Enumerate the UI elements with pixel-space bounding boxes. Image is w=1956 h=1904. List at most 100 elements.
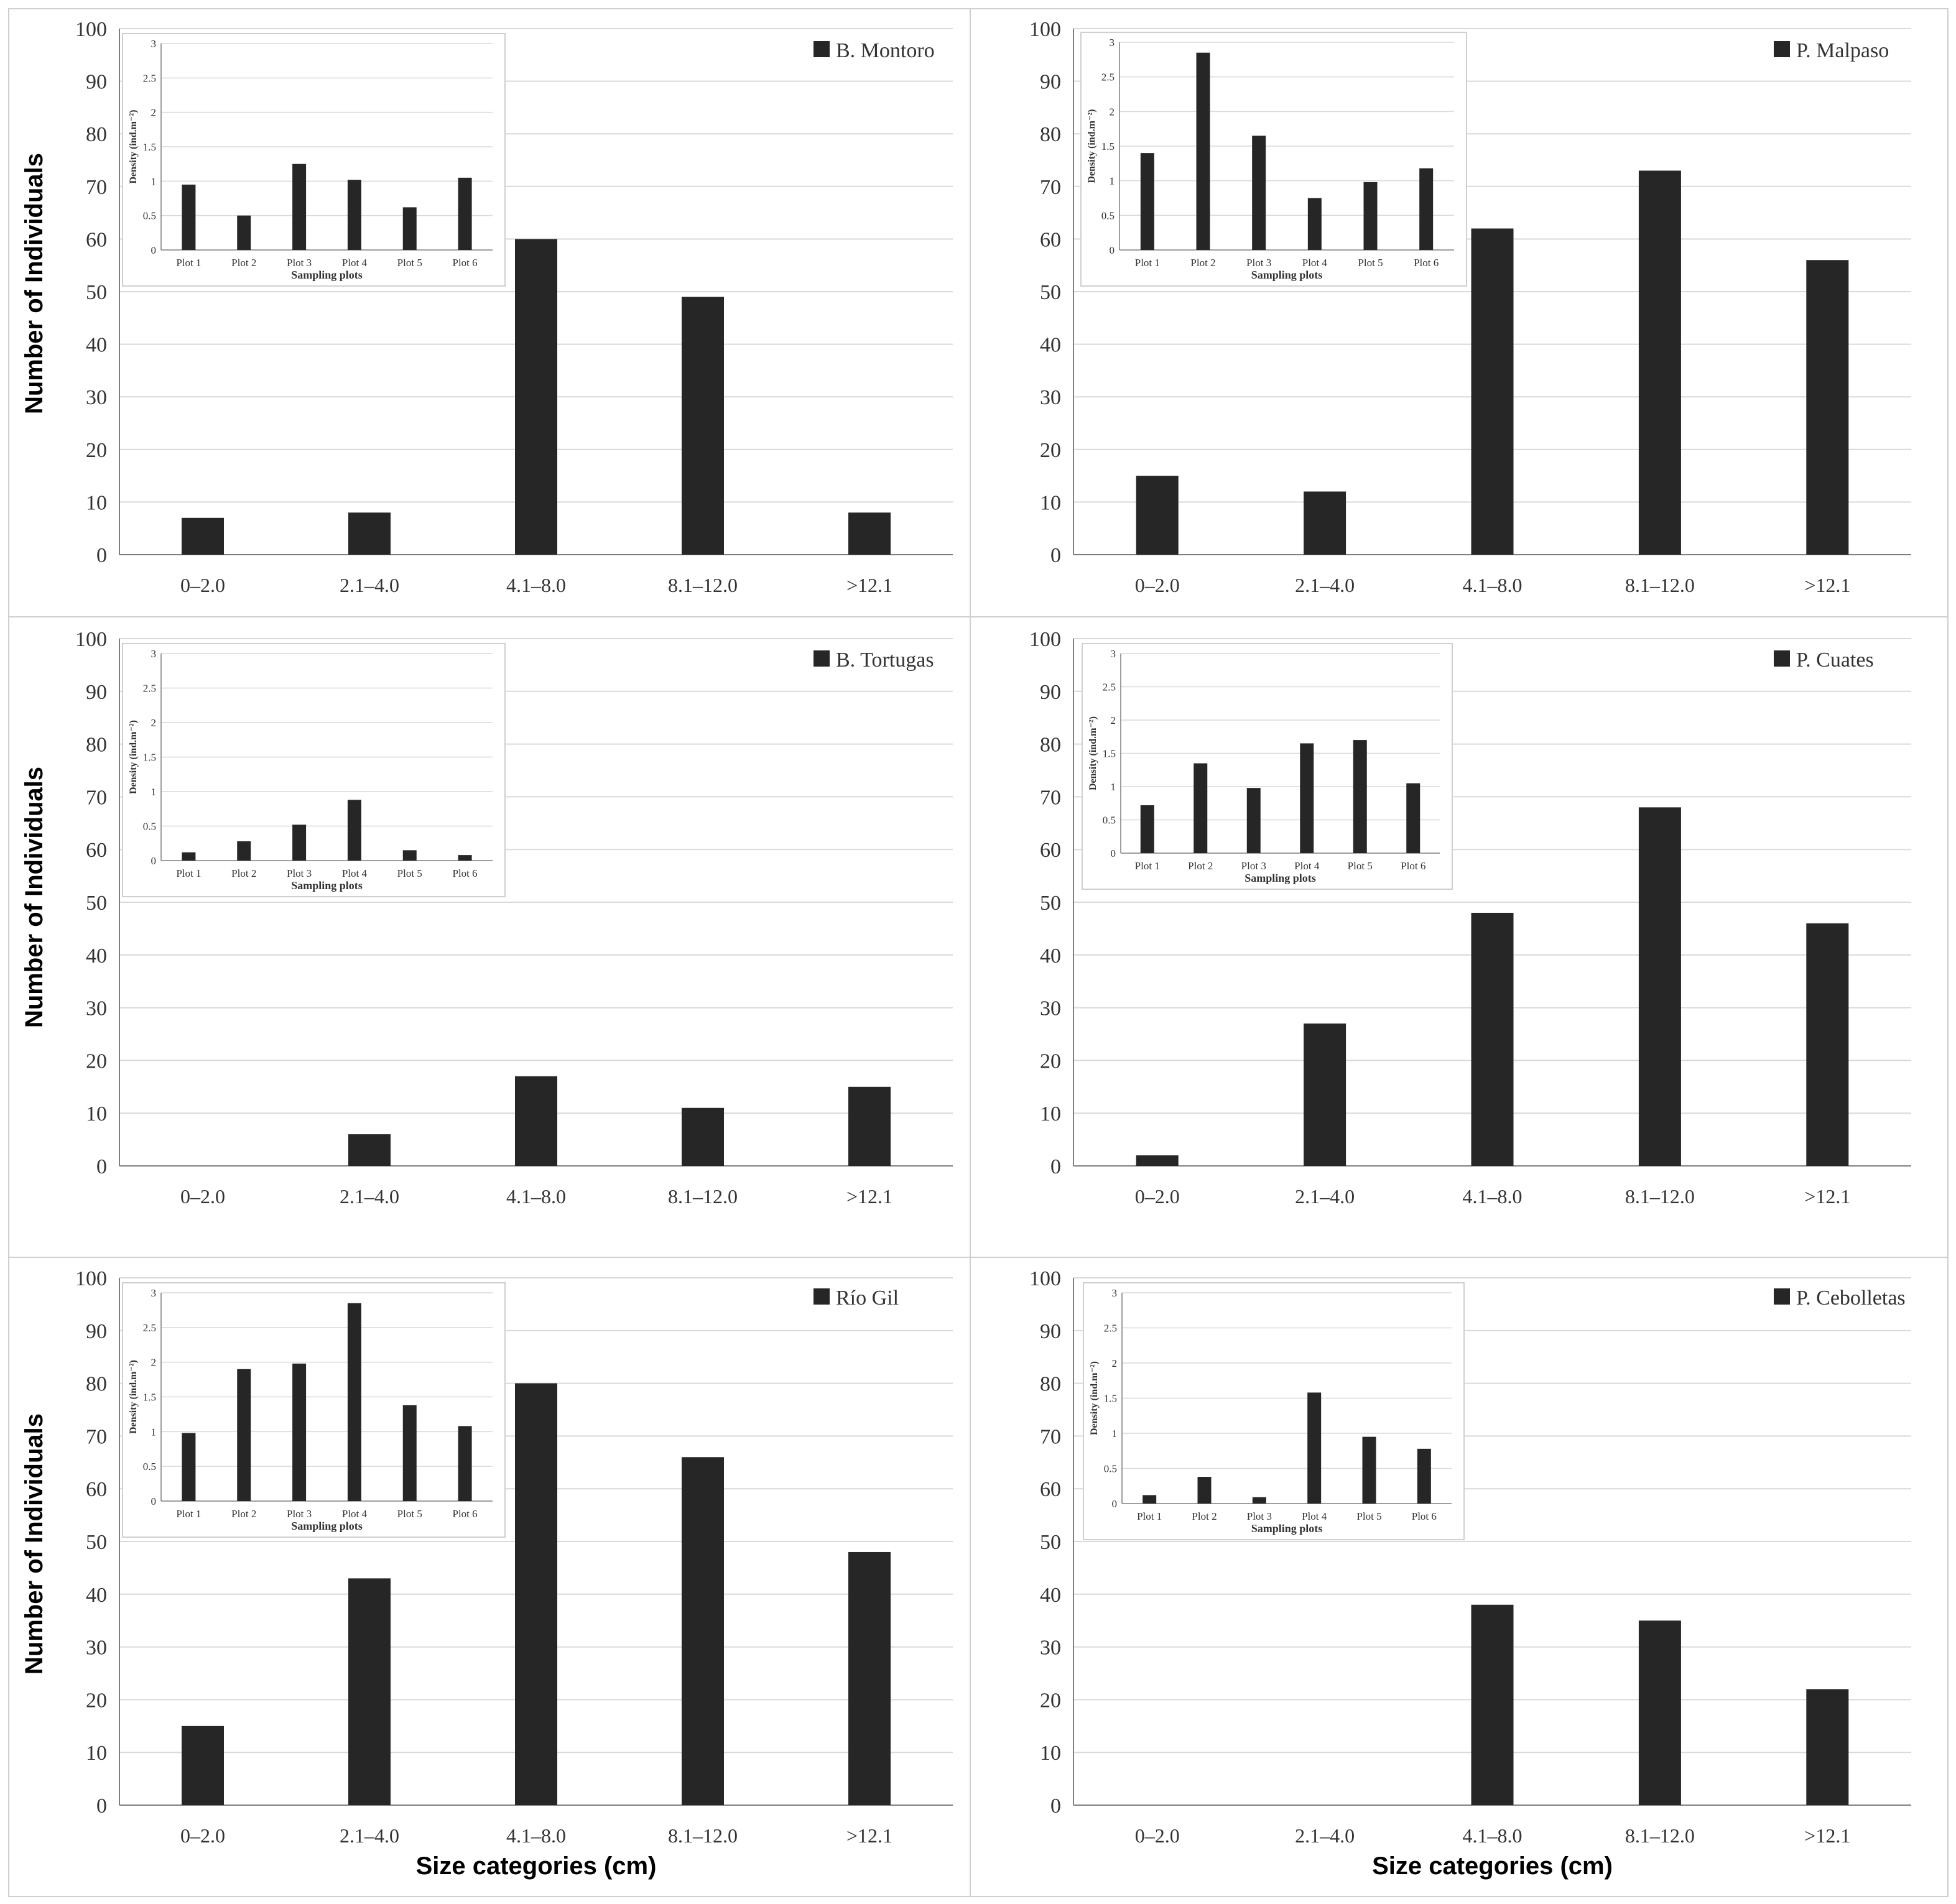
y-tick-label: 70: [86, 786, 107, 809]
inset-x-category-label: Plot 5: [1358, 257, 1383, 269]
inset-y-axis-title: Density (ind.m⁻²): [128, 720, 139, 794]
bar: [848, 512, 891, 555]
inset-y-tick-label: 1: [1111, 781, 1116, 793]
x-category-label: >12.1: [846, 1824, 892, 1847]
y-tick-label: 80: [86, 123, 107, 146]
inset-y-tick-label: 0.5: [143, 1461, 156, 1472]
inset-x-category-label: Plot 3: [287, 257, 312, 269]
inset-x-axis-title: Sampling plots: [291, 1520, 363, 1532]
x-category-label: 2.1–4.0: [340, 1824, 399, 1847]
inset-chart: 0 0.5 1 1.5 2 2.5 3 Plot 1 Plot 2 Plot 3 Plot 4 Plo…: [1082, 643, 1453, 890]
inset-y-tick-label: 1: [1110, 175, 1115, 187]
y-tick-label: 40: [1040, 945, 1061, 968]
inset-x-category-label: Plot 4: [342, 257, 368, 269]
inset-y-tick-label: 3: [151, 38, 157, 50]
inset-x-axis-title: Sampling plots: [1251, 1522, 1323, 1535]
inset-frame: [1083, 1282, 1465, 1540]
inset-x-category-label: Plot 4: [342, 1508, 368, 1520]
bar: [515, 239, 557, 555]
inset-chart: 0 0.5 1 1.5 2 2.5 3 Plot 1 Plot 2 Plot 3 Plot 4 Plo…: [122, 33, 506, 287]
y-tick-label: 30: [86, 386, 107, 409]
legend-label: P. Cuates: [1796, 649, 1874, 672]
inset-bar: [1196, 52, 1210, 250]
x-category-label: 2.1–4.0: [1295, 574, 1355, 596]
legend-marker: [1774, 650, 1790, 667]
x-category-label: >12.1: [1804, 1824, 1850, 1847]
inset-x-category-label: Plot 5: [1356, 1510, 1381, 1522]
y-tick-label: 10: [86, 1102, 107, 1125]
inset-bar: [458, 855, 472, 861]
inset-x-category-label: Plot 1: [176, 1508, 201, 1520]
y-tick-label: 20: [1040, 1050, 1061, 1073]
bar: [348, 1134, 391, 1166]
inset-bar: [402, 850, 417, 861]
y-tick-label: 100: [75, 18, 107, 41]
y-tick-label: 80: [1040, 123, 1061, 146]
inset-x-category-label: Plot 1: [1135, 860, 1160, 872]
y-tick-label: 40: [86, 945, 107, 968]
inset-x-category-label: Plot 6: [453, 867, 478, 879]
inset-y-tick-label: 1.5: [1101, 141, 1115, 152]
inset-y-axis-title: Density (ind.m⁻²): [1088, 716, 1098, 790]
y-tick-label: 90: [86, 681, 107, 704]
bar: [182, 1726, 224, 1805]
bar: [348, 512, 391, 555]
y-tick-label: 70: [1040, 786, 1061, 809]
x-category-label: >12.1: [1804, 574, 1850, 596]
y-tick-label: 100: [1029, 628, 1061, 651]
legend-marker: [813, 650, 830, 667]
x-category-label: 4.1–8.0: [1463, 574, 1523, 596]
inset-bar: [347, 180, 361, 250]
x-category-label: 0–2.0: [180, 1824, 225, 1847]
inset-x-category-label: Plot 6: [1401, 860, 1425, 872]
inset-y-tick-label: 1.5: [143, 1392, 156, 1403]
bar: [682, 1107, 724, 1166]
x-category-label: 2.1–4.0: [340, 1185, 399, 1208]
inset-bar: [402, 207, 417, 250]
y-tick-label: 90: [1040, 1320, 1061, 1343]
inset-x-category-label: Plot 3: [287, 1508, 312, 1520]
inset-x-category-label: Plot 2: [231, 867, 256, 879]
inset-bar: [1143, 1495, 1157, 1504]
inset-y-tick-label: 2: [1110, 106, 1115, 118]
bar: [348, 1578, 391, 1805]
inset-bar: [237, 841, 251, 861]
inset-bar: [1353, 740, 1367, 853]
inset-x-category-label: Plot 4: [1294, 860, 1320, 872]
inset-bar: [182, 1433, 196, 1501]
inset-y-tick-label: 1: [151, 786, 157, 798]
inset-x-category-label: Plot 2: [1188, 860, 1213, 872]
legend-marker: [1774, 41, 1790, 57]
inset-y-tick-label: 0: [151, 244, 157, 256]
y-tick-label: 20: [86, 1050, 107, 1073]
bar: [1471, 228, 1514, 555]
inset-y-tick-label: 0: [151, 855, 157, 867]
inset-bar: [1252, 1497, 1266, 1504]
y-tick-label: 50: [86, 892, 107, 915]
y-tick-label: 80: [1040, 734, 1061, 757]
legend-label: P. Malpaso: [1796, 39, 1889, 62]
bar: [1638, 1620, 1681, 1805]
y-tick-label: 20: [1040, 1689, 1061, 1712]
inset-bar: [1197, 1477, 1212, 1504]
x-category-label: 8.1–12.0: [1625, 1824, 1695, 1847]
inset-bar: [1406, 783, 1421, 853]
inset-chart: 0 0.5 1 1.5 2 2.5 3 Plot 1 Plot 2 Plot 3 Plot 4 Plo…: [122, 643, 506, 897]
inset-x-category-label: Plot 2: [231, 1508, 256, 1520]
inset-bar: [1246, 788, 1261, 853]
y-tick-label: 80: [1040, 1373, 1061, 1396]
inset-y-tick-label: 0: [1111, 848, 1116, 859]
bar: [515, 1383, 557, 1805]
y-tick-label: 50: [1040, 1531, 1061, 1554]
x-category-label: >12.1: [846, 574, 892, 596]
inset-frame: [1080, 32, 1467, 287]
inset-y-tick-label: 3: [1112, 1287, 1118, 1299]
inset-x-category-label: Plot 3: [287, 867, 312, 879]
x-category-label: >12.1: [846, 1185, 892, 1208]
bar: [1136, 476, 1179, 555]
inset-y-tick-label: 3: [1110, 37, 1115, 49]
y-tick-label: 0: [1050, 1155, 1061, 1178]
